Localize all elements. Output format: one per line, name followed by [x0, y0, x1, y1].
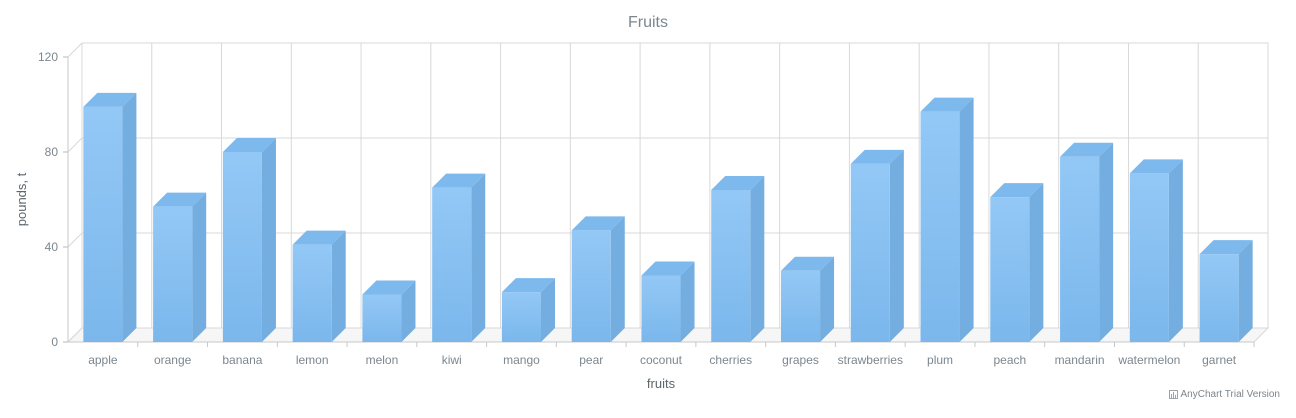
bar-top [571, 216, 625, 231]
y-tick-label: 80 [45, 145, 59, 159]
x-tick-label: watermelon [1117, 353, 1180, 367]
x-tick-label: strawberries [838, 353, 903, 367]
bar-top [362, 280, 416, 295]
grid-line-diagonal [67, 327, 83, 343]
bar [990, 197, 1030, 342]
bar-top [780, 256, 835, 271]
bar-top [1060, 142, 1114, 157]
bar-top [711, 176, 765, 190]
bar-side [122, 92, 137, 342]
bar-side [1168, 159, 1183, 342]
chart-title: Fruits [628, 14, 668, 31]
x-tick-label: melon [366, 353, 399, 367]
x-tick-label: banana [222, 353, 262, 367]
bar [920, 111, 960, 342]
bar-side [261, 138, 276, 342]
bar-side [959, 97, 974, 342]
x-axis-title: fruits [647, 376, 676, 391]
chart-icon [1168, 390, 1178, 399]
bar-side [331, 230, 346, 342]
bar-top [83, 92, 137, 107]
x-tick-label: mandarin [1055, 353, 1105, 367]
x-tick-label: lemon [296, 353, 329, 367]
x-tick-label: mango [503, 353, 540, 367]
bar-side [1029, 183, 1044, 342]
x-tick-label: kiwi [442, 353, 462, 367]
grid-line-diagonal [67, 232, 83, 248]
bar-top [501, 278, 556, 293]
bar [222, 152, 262, 342]
bar-side [192, 192, 207, 342]
bar [83, 106, 123, 342]
bar [153, 206, 193, 342]
bar-top [222, 138, 276, 152]
bar [501, 292, 542, 342]
bar-top [1199, 240, 1253, 255]
bar [362, 294, 402, 342]
bar-side [401, 280, 416, 342]
bar [711, 190, 751, 342]
x-tick-label: orange [154, 353, 192, 367]
y-tick-label: 120 [38, 50, 58, 64]
bar [571, 230, 611, 342]
y-tick-label: 40 [45, 240, 59, 254]
grid-line-diagonal [67, 137, 83, 153]
x-tick-label: plum [927, 353, 953, 367]
bar-side [1238, 240, 1253, 342]
bar-top [641, 261, 695, 276]
bar-top [990, 183, 1044, 198]
bar-side [471, 173, 486, 342]
bar-side [541, 278, 556, 342]
bar [1129, 173, 1169, 342]
x-tick-label: pear [579, 353, 603, 367]
bar-side [889, 149, 904, 342]
bar-side [820, 256, 835, 342]
bar-top [1129, 159, 1183, 174]
bar-side [610, 216, 625, 342]
bar-top [292, 230, 346, 245]
bar-side [680, 261, 695, 342]
bar [1060, 156, 1100, 342]
bar-side [750, 176, 765, 342]
bar-top [432, 173, 486, 188]
x-tick-label: garnet [1202, 353, 1237, 367]
bar-top [850, 149, 904, 164]
y-axis-title: pounds, t [14, 172, 29, 226]
y-tick-label: 0 [51, 335, 58, 349]
bar-top [920, 97, 974, 112]
x-tick-label: grapes [782, 353, 819, 367]
grid-line-diagonal [67, 42, 83, 58]
credits[interactable]: AnyChart Trial Version [1168, 389, 1281, 400]
bar [1199, 254, 1239, 342]
bar-top [153, 192, 207, 207]
bar [432, 187, 472, 342]
x-tick-label: peach [993, 353, 1026, 367]
bar [850, 163, 890, 342]
bar [292, 244, 332, 342]
bar [780, 270, 821, 342]
bar [641, 275, 681, 342]
credits-text: AnyChart Trial Version [1180, 389, 1281, 400]
x-tick-label: coconut [640, 353, 683, 367]
x-tick-label: cherries [709, 353, 752, 367]
x-tick-label: apple [88, 353, 118, 367]
bar-side [1099, 142, 1114, 342]
